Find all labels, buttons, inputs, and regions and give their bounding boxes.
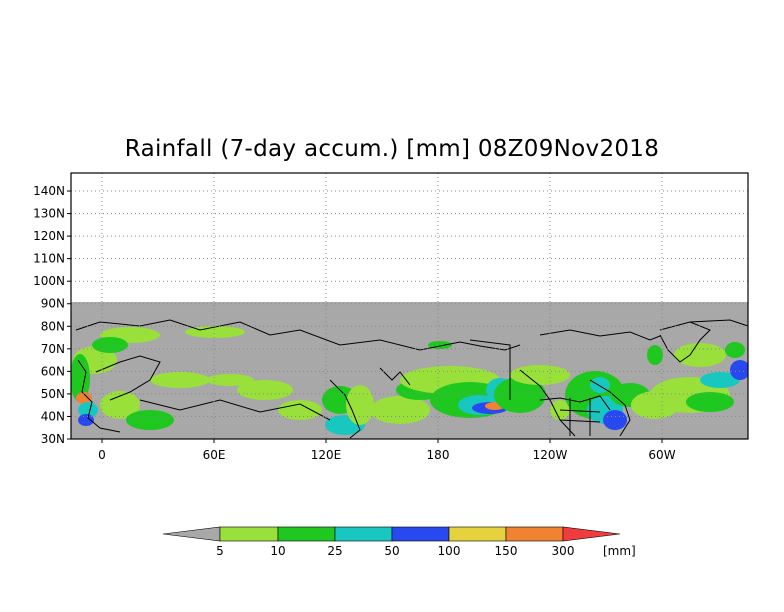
colorbar-swatch	[334, 526, 393, 542]
rain-patch	[494, 377, 546, 413]
lat-tick-label: 130N	[33, 207, 65, 221]
lat-tick-label: 110N	[33, 252, 65, 266]
rain-patch	[278, 400, 322, 420]
rain-patch	[206, 374, 254, 386]
rain-patch	[370, 396, 430, 424]
rainfall-field	[71, 326, 748, 435]
colorbar-low-arrow	[162, 526, 221, 542]
coastlines	[75, 319, 749, 439]
lat-tick-label: 80N	[41, 319, 65, 333]
rain-patch	[603, 410, 627, 430]
lat-tick-label: 40N	[41, 409, 65, 423]
rain-patch	[92, 337, 128, 353]
lon-tick-label: 60E	[203, 448, 226, 462]
colorbar-swatch	[391, 526, 450, 542]
lon-tick-label: 120E	[311, 448, 342, 462]
colorbar-level-label: 100	[438, 544, 461, 558]
lon-tick-label: 60W	[648, 448, 675, 462]
colorbar-level-label: 25	[327, 544, 342, 558]
colorbar-swatch	[277, 526, 336, 542]
colorbar-level-label: 150	[495, 544, 518, 558]
rain-patch	[185, 326, 245, 338]
colorbar-level-label: 5	[216, 544, 224, 558]
rain-patch	[126, 410, 174, 430]
colorbar-swatch	[505, 526, 564, 542]
colorbar-swatch	[448, 526, 507, 542]
map-title: Rainfall (7-day accum.) [mm] 08Z09Nov201…	[124, 136, 660, 162]
lat-tick-label: 50N	[41, 387, 65, 401]
rain-patch	[71, 354, 90, 402]
rain-patch	[78, 414, 94, 426]
latitude-axis: 140N 130N 120N 110N 100N 90N 80N 70N 60N 50N 40N 30…	[33, 184, 71, 446]
lat-tick-label: 70N	[41, 342, 65, 356]
rain-patch	[730, 360, 748, 380]
lon-tick-label: 180	[427, 448, 450, 462]
rain-patch	[674, 343, 726, 367]
colorbar-swatch	[219, 526, 279, 542]
rain-patch	[150, 372, 210, 388]
rain-patch	[700, 372, 740, 388]
lat-tick-label: 60N	[41, 364, 65, 378]
rain-patch	[647, 345, 663, 365]
plot-frame	[70, 172, 749, 440]
rain-patch	[76, 392, 92, 404]
graticule	[71, 173, 748, 439]
rain-patch	[686, 392, 734, 412]
longitude-axis: 0 60E 120E 180 120W 60W	[98, 439, 676, 462]
rain-patch	[78, 402, 98, 418]
lon-tick-label: 120W	[533, 448, 568, 462]
rain-patch	[237, 380, 293, 400]
colorbar-level-label: 50	[384, 544, 399, 558]
colorbar-level-label: 300	[552, 544, 575, 558]
rain-patch	[346, 385, 374, 425]
lat-tick-label: 30N	[41, 432, 65, 446]
lat-tick-label: 90N	[41, 297, 65, 311]
colorbar-level-label: 10	[270, 544, 285, 558]
colorbar-high-arrow	[562, 526, 621, 542]
lon-tick-label: 0	[98, 448, 106, 462]
rain-patch	[100, 391, 140, 419]
lat-tick-label: 120N	[33, 229, 65, 243]
lat-tick-label: 140N	[33, 184, 65, 198]
lat-tick-label: 100N	[33, 274, 65, 288]
colorbar: 5 10 25 50 100 150 300 [mm]	[162, 526, 636, 558]
rain-patch	[725, 342, 745, 358]
colorbar-unit: [mm]	[603, 544, 636, 558]
rain-patch	[510, 365, 570, 385]
